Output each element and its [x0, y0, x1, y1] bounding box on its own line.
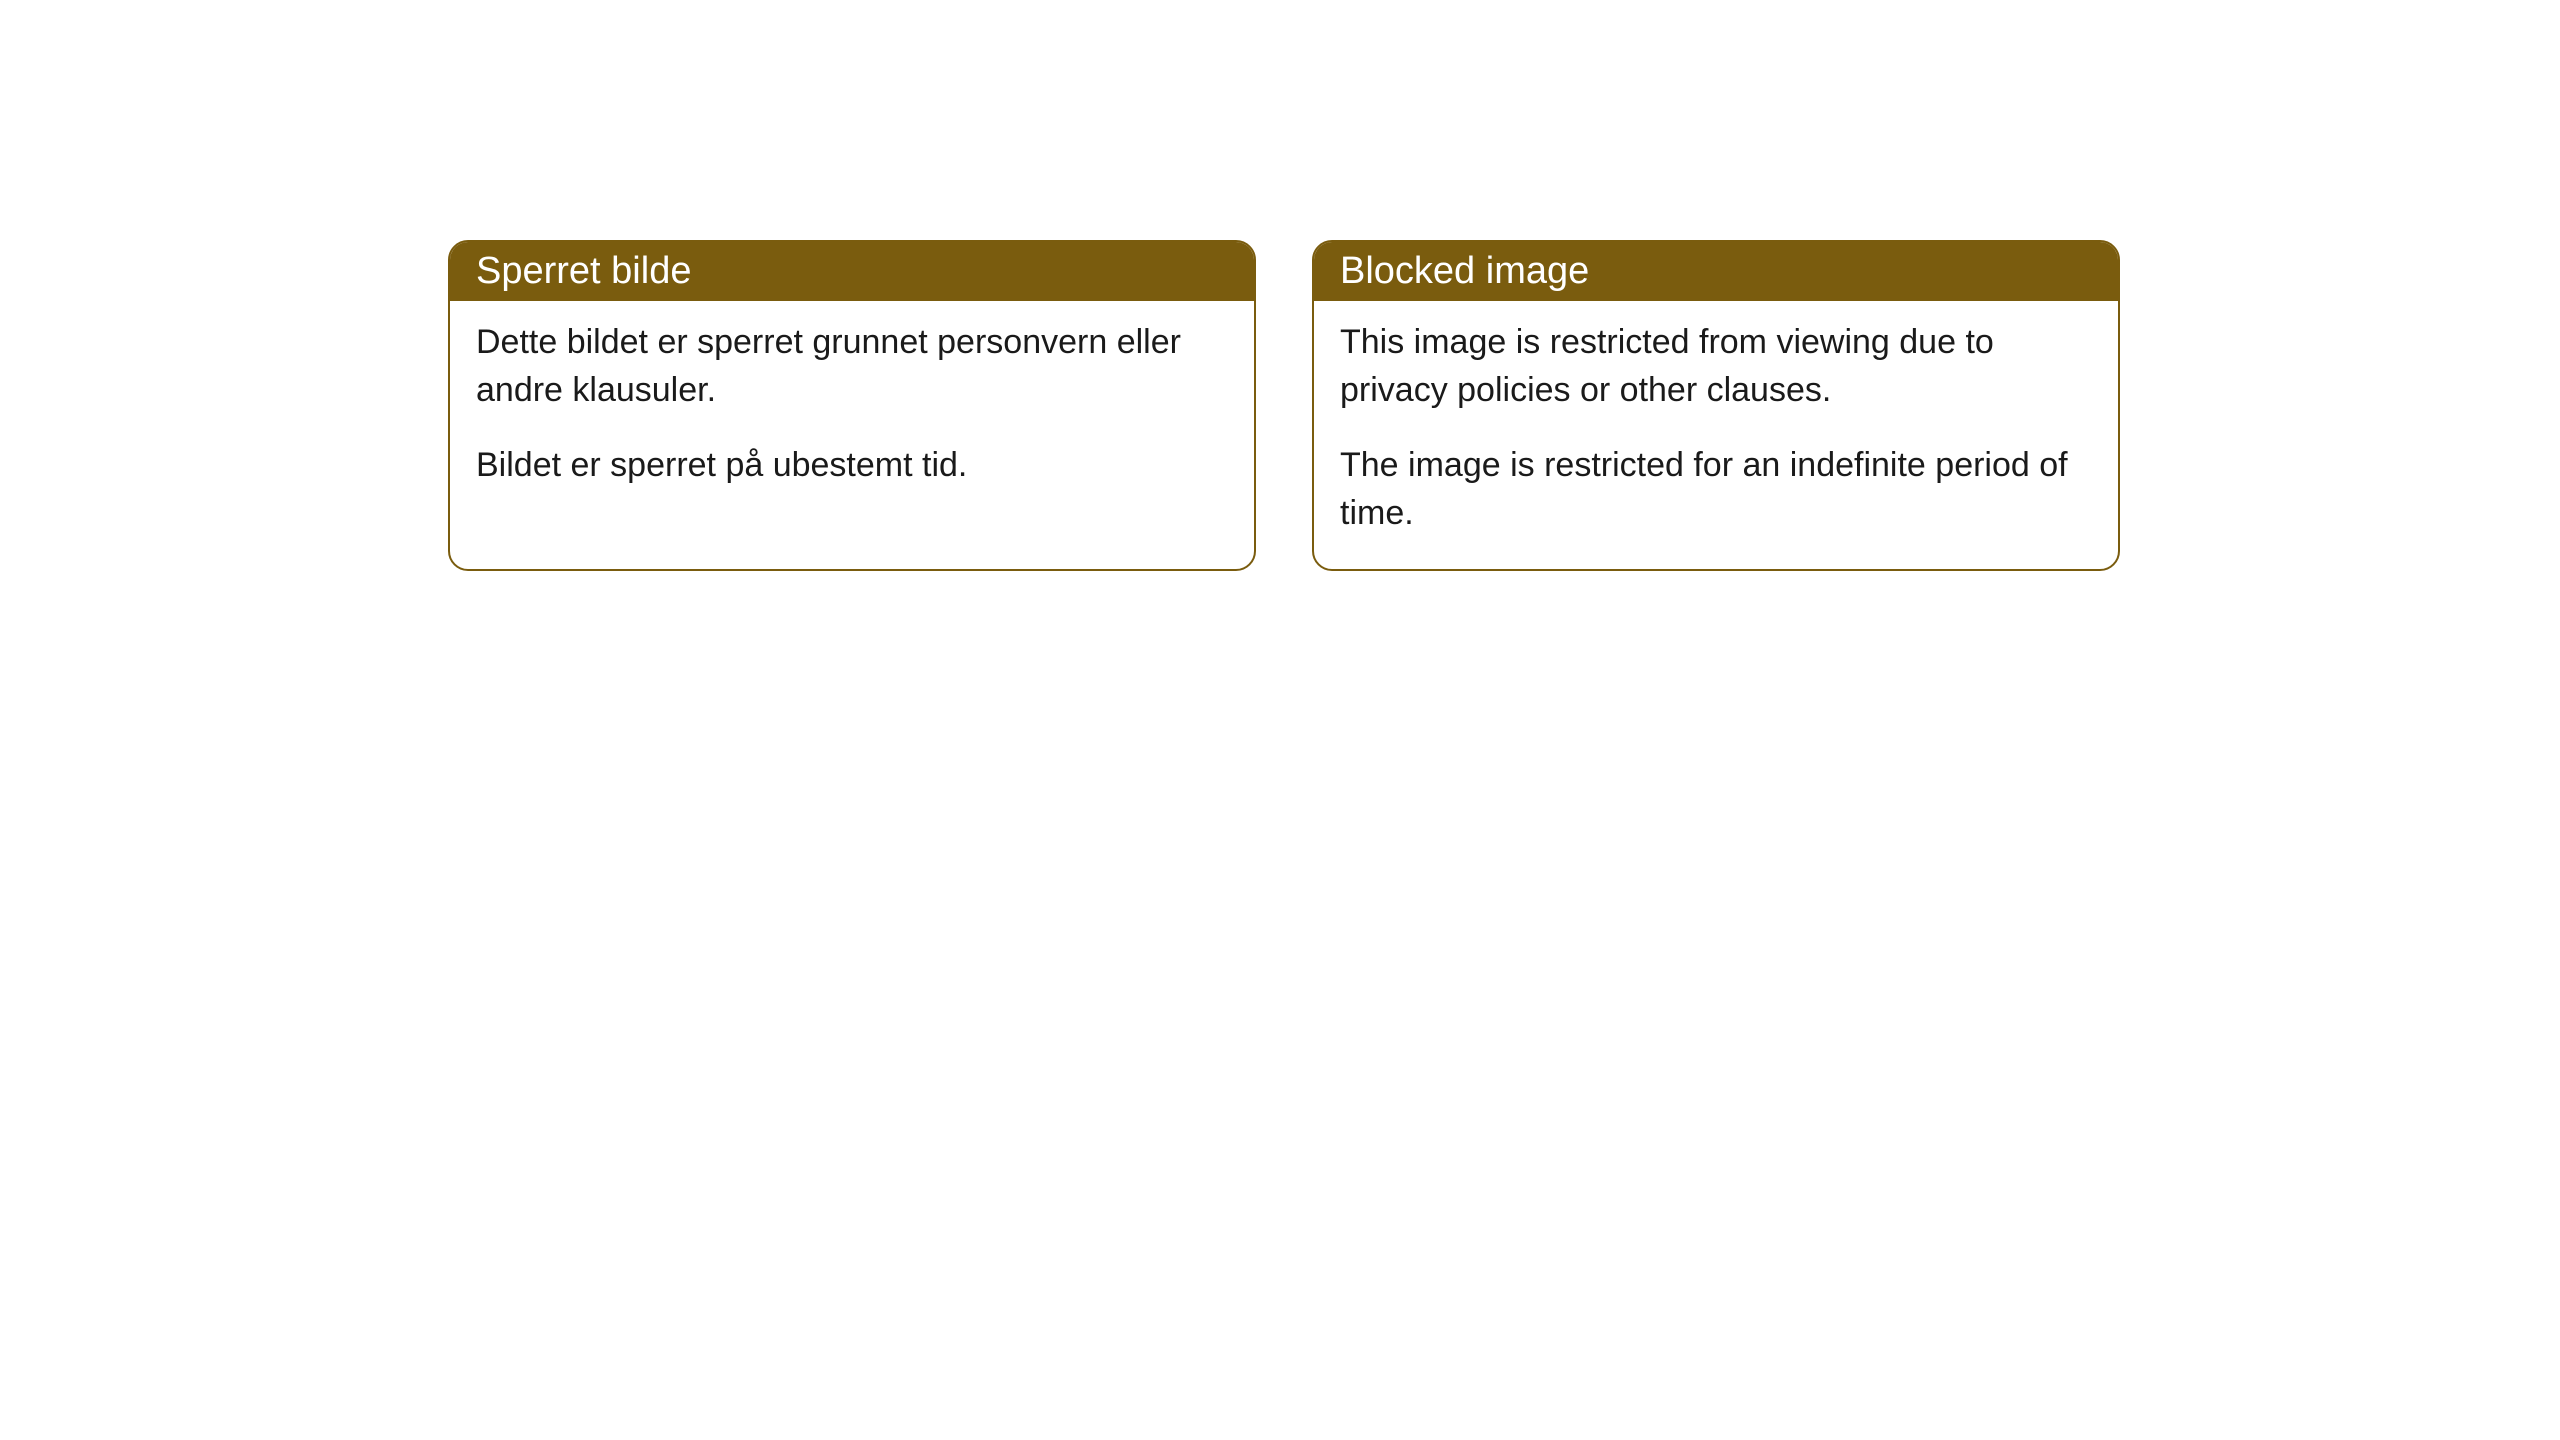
- card-paragraph-1-english: This image is restricted from viewing du…: [1340, 319, 2092, 414]
- card-paragraph-2-english: The image is restricted for an indefinit…: [1340, 442, 2092, 537]
- card-paragraph-2-norwegian: Bildet er sperret på ubestemt tid.: [476, 442, 1228, 490]
- card-paragraph-1-norwegian: Dette bildet er sperret grunnet personve…: [476, 319, 1228, 414]
- notice-container: Sperret bilde Dette bildet er sperret gr…: [0, 0, 2560, 571]
- card-title-norwegian: Sperret bilde: [476, 250, 691, 292]
- notice-card-english: Blocked image This image is restricted f…: [1312, 240, 2120, 571]
- card-body-english: This image is restricted from viewing du…: [1314, 301, 2118, 569]
- card-header-norwegian: Sperret bilde: [450, 242, 1254, 301]
- card-body-norwegian: Dette bildet er sperret grunnet personve…: [450, 301, 1254, 522]
- card-title-english: Blocked image: [1340, 250, 1589, 292]
- card-header-english: Blocked image: [1314, 242, 2118, 301]
- notice-card-norwegian: Sperret bilde Dette bildet er sperret gr…: [448, 240, 1256, 571]
